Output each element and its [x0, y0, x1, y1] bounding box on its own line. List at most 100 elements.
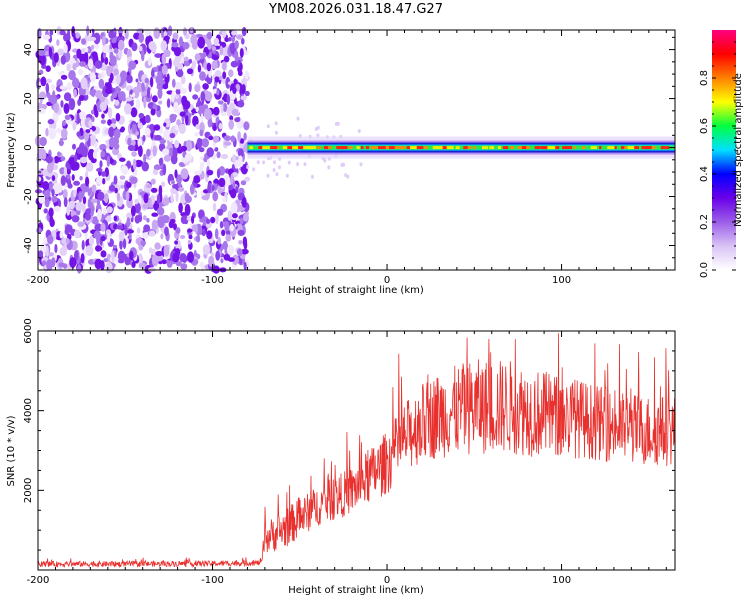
noise-speckle: [185, 114, 189, 126]
noise-speckle: [116, 225, 124, 230]
noise-speckle: [142, 134, 146, 142]
carrier-peak: [455, 146, 460, 150]
noise-speckle: [196, 137, 203, 150]
noise-speckle: [90, 207, 95, 217]
noise-speckle: [94, 43, 100, 50]
noise-speckle: [81, 201, 86, 214]
noise-speckle: [79, 156, 88, 164]
noise-speckle: [180, 87, 188, 95]
noise-speckle: [37, 250, 44, 258]
carrier-peak: [599, 146, 602, 150]
noise-speckle: [195, 235, 201, 243]
noise-speckle: [58, 182, 63, 193]
noise-speckle: [53, 155, 60, 164]
noise-speckle: [192, 115, 199, 127]
noise-speckle: [155, 250, 164, 257]
noise-speckle: [215, 212, 219, 225]
noise-speckle: [91, 216, 99, 225]
noise-speckle: [266, 173, 270, 178]
noise-speckle: [130, 176, 138, 184]
y-tick-label: -40: [23, 237, 34, 253]
noise-speckle: [80, 253, 85, 264]
noise-speckle: [145, 28, 150, 37]
noise-speckle: [161, 214, 170, 224]
carrier-peak: [424, 146, 428, 150]
noise-speckle: [252, 167, 256, 172]
noise-speckle: [244, 176, 251, 182]
noise-speckle: [98, 78, 105, 89]
noise-speckle: [206, 31, 213, 40]
carrier-peak: [646, 146, 652, 150]
carrier-peak: [328, 146, 332, 150]
noise-speckle: [45, 65, 51, 72]
noise-speckle: [59, 30, 66, 36]
noise-speckle: [234, 50, 239, 61]
noise-speckle: [76, 112, 80, 125]
noise-speckle: [106, 155, 111, 167]
noise-speckle: [150, 108, 156, 116]
noise-speckle: [125, 96, 133, 102]
noise-speckle: [91, 184, 97, 193]
noise-speckle: [178, 123, 186, 135]
noise-speckle: [241, 26, 247, 37]
noise-speckle: [94, 60, 103, 69]
carrier-peak: [607, 146, 615, 150]
noise-speckle: [178, 202, 183, 214]
noise-speckle: [155, 75, 163, 85]
noise-speckle: [357, 129, 361, 134]
noise-speckle: [272, 168, 276, 172]
noise-speckle: [200, 113, 204, 123]
carrier-peak: [634, 146, 639, 150]
carrier-peak: [398, 146, 406, 150]
noise-speckle: [124, 224, 128, 236]
noise-speckle: [161, 64, 168, 75]
noise-speckle: [48, 207, 54, 218]
noise-speckle: [87, 58, 94, 70]
noise-speckle: [147, 102, 155, 109]
noise-speckle: [232, 254, 239, 265]
noise-speckle: [99, 101, 107, 112]
noise-speckle: [238, 239, 243, 245]
noise-speckle: [100, 119, 106, 125]
noise-speckle: [62, 120, 66, 127]
noise-speckle: [94, 109, 99, 118]
noise-speckle: [158, 100, 163, 105]
noise-speckle: [106, 81, 112, 92]
y-tick-label: 40: [23, 43, 34, 56]
noise-speckle: [202, 83, 209, 90]
noise-speckle: [217, 236, 222, 245]
noise-speckle: [106, 215, 112, 222]
colorbar-tick-label: 0.0: [699, 262, 710, 278]
noise-speckle: [41, 149, 47, 160]
noise-speckle: [202, 52, 207, 58]
noise-speckle: [176, 62, 184, 70]
noise-speckle: [36, 227, 42, 234]
noise-speckle: [153, 164, 161, 171]
noise-speckle: [211, 46, 217, 51]
noise-speckle: [68, 98, 76, 111]
noise-speckle: [141, 232, 149, 239]
snr-y-axis-label: SNR (10 * v/v): [6, 415, 17, 486]
noise-speckle: [143, 215, 147, 221]
noise-speckle: [174, 81, 183, 90]
noise-speckle: [190, 34, 198, 45]
noise-speckle: [183, 27, 187, 36]
noise-speckle: [273, 160, 276, 165]
noise-speckle: [48, 127, 57, 140]
noise-speckle: [42, 34, 51, 40]
noise-speckle: [84, 47, 89, 53]
noise-speckle: [180, 212, 188, 217]
noise-speckle: [206, 147, 214, 158]
noise-speckle: [53, 101, 60, 114]
carrier-green: [247, 145, 675, 150]
noise-speckle: [131, 139, 136, 146]
noise-speckle: [69, 257, 77, 268]
noise-speckle: [231, 35, 236, 43]
x-tick-label: -100: [201, 275, 224, 286]
noise-speckle: [359, 162, 363, 167]
noise-speckle: [110, 118, 117, 125]
noise-speckle: [40, 76, 47, 87]
noise-speckle: [77, 98, 82, 106]
noise-speckle: [48, 46, 53, 58]
